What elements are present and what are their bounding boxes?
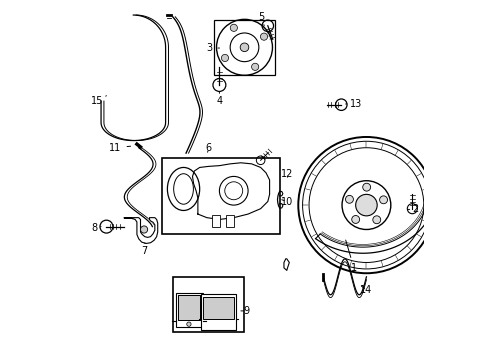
Text: 4: 4: [216, 92, 222, 106]
Circle shape: [240, 43, 248, 51]
Circle shape: [140, 226, 147, 233]
Text: 15: 15: [90, 96, 106, 106]
Text: 5: 5: [258, 12, 264, 26]
Bar: [178, 296, 200, 320]
Bar: [203, 297, 233, 319]
Text: 6: 6: [205, 143, 211, 153]
Text: 12: 12: [280, 168, 292, 179]
Circle shape: [186, 322, 191, 326]
Circle shape: [355, 194, 376, 216]
Text: 3: 3: [206, 43, 219, 53]
Text: 14: 14: [360, 285, 372, 296]
Polygon shape: [124, 218, 158, 243]
Text: 1: 1: [345, 240, 356, 273]
Circle shape: [372, 216, 380, 224]
Text: 9: 9: [241, 306, 249, 316]
Bar: [214, 20, 274, 75]
Text: 7: 7: [142, 243, 148, 256]
Circle shape: [351, 216, 359, 224]
Bar: [225, 215, 234, 226]
Ellipse shape: [173, 174, 193, 204]
Bar: [175, 293, 202, 327]
Circle shape: [221, 54, 228, 62]
Text: 13: 13: [345, 99, 361, 109]
Text: 2: 2: [407, 204, 418, 215]
Bar: [172, 277, 244, 332]
Circle shape: [379, 196, 386, 204]
Text: 10: 10: [280, 197, 292, 207]
Text: 8: 8: [91, 224, 101, 233]
Text: 11: 11: [109, 143, 130, 153]
Circle shape: [251, 63, 258, 71]
Bar: [201, 294, 235, 330]
Bar: [211, 215, 220, 226]
Bar: [178, 296, 200, 320]
Circle shape: [362, 183, 370, 191]
Circle shape: [230, 24, 237, 31]
Circle shape: [260, 33, 267, 40]
Circle shape: [345, 195, 353, 203]
Ellipse shape: [167, 167, 199, 211]
Bar: [162, 158, 280, 234]
